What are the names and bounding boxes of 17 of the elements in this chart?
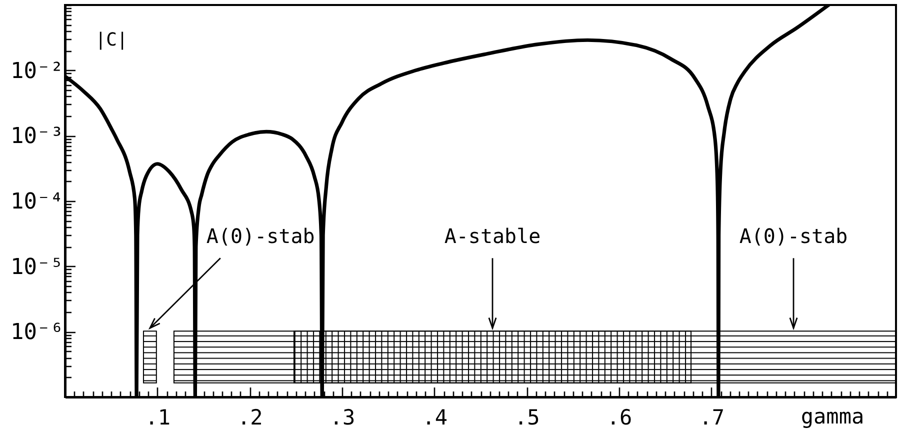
y-tick-label: 10⁻³	[10, 124, 64, 150]
y-tick-label: 10⁻⁵	[10, 254, 64, 280]
band-label: A(0)-stab	[206, 224, 315, 248]
x-axis-title: gamma	[800, 404, 864, 428]
y-tick-label: 10⁻⁴	[10, 190, 64, 214]
x-tick-label: .1	[145, 406, 170, 430]
x-tick-label: .6	[606, 406, 632, 430]
x-tick-label: .7	[699, 406, 724, 430]
x-tick-label: .5	[514, 406, 540, 430]
y-tick-label: 10⁻⁶	[10, 320, 64, 346]
y-axis-title: |C|	[95, 30, 128, 50]
x-tick-label: .2	[238, 406, 263, 430]
y-tick-label: 10⁻²	[10, 58, 64, 84]
band-label: A(0)-stab	[739, 224, 848, 248]
x-tick-label: .4	[422, 406, 448, 430]
band-label: A-stable	[444, 224, 541, 248]
x-tick-label: .3	[330, 406, 356, 430]
